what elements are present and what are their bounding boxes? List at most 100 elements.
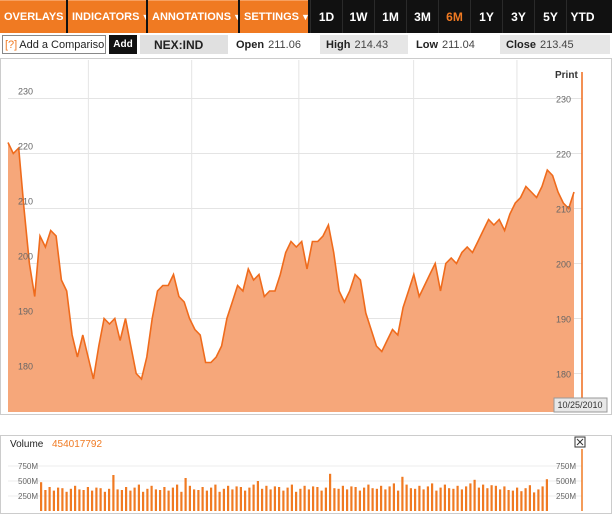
volume-bar (103, 491, 106, 511)
volume-bar (499, 489, 502, 511)
volume-bar (324, 487, 327, 511)
volume-bar (227, 485, 230, 511)
volume-bar (477, 487, 480, 511)
volume-bar (507, 490, 510, 511)
range-3y-button[interactable]: 3Y (502, 0, 534, 33)
volume-bar (273, 486, 276, 511)
volume-bar (405, 484, 408, 511)
help-icon[interactable]: [?] (5, 38, 18, 51)
menu-annotations-button[interactable]: ANNOTATIONS▼ (148, 0, 238, 33)
volume-bar (154, 489, 157, 511)
y-tick-label-left: 220 (18, 142, 33, 152)
range-1d-button[interactable]: 1D (310, 0, 342, 33)
price-chart[interactable]: 180180190190200200210210220220230230JUNJ… (0, 58, 612, 416)
y-tick-label-right: 210 (556, 205, 571, 215)
high-label: High (326, 38, 351, 51)
menu-label: ANNOTATIONS (152, 11, 232, 23)
volume-bar (346, 489, 349, 511)
volume-bar (295, 491, 298, 511)
low-label: Low (416, 38, 438, 51)
menu-overlays-button[interactable]: OVERLAYS▼ (0, 0, 66, 33)
volume-bar (426, 486, 429, 511)
volume-bar (214, 484, 217, 511)
print-button[interactable]: Print (555, 70, 578, 81)
volume-tick-right: 250M (556, 492, 576, 501)
volume-bar (248, 487, 251, 511)
volume-bar (282, 490, 285, 511)
volume-bar (193, 489, 196, 511)
volume-bar (414, 488, 417, 511)
volume-bar (465, 486, 468, 511)
volume-bar (180, 491, 183, 511)
volume-bar (133, 487, 136, 511)
volume-bar (312, 486, 315, 511)
volume-chart[interactable]: Volume 454017792 250M 250M 500M 500M 750M 750M (0, 435, 612, 514)
volume-bar (116, 489, 119, 511)
volume-bar (452, 488, 455, 511)
close-icon-stroke (576, 438, 584, 446)
volume-bar (69, 488, 72, 511)
volume-label: Volume (10, 439, 44, 450)
range-1w-button[interactable]: 1W (342, 0, 374, 33)
add-comparison-label: Add a Comparison (19, 38, 106, 51)
price-line (7, 142, 575, 381)
range-6m-button[interactable]: 6M (438, 0, 470, 33)
volume-bar (524, 488, 527, 511)
volume-bar (409, 488, 412, 511)
range-5y-button[interactable]: 5Y (534, 0, 566, 33)
close-label: Close (506, 38, 536, 51)
volume-bar (469, 483, 472, 511)
volume-bar (431, 483, 434, 511)
range-3m-button[interactable]: 3M (406, 0, 438, 33)
volume-bar (329, 473, 332, 511)
add-comparison-input[interactable]: [?] Add a Comparison (2, 35, 106, 54)
volume-bar (99, 488, 102, 511)
volume-bar (516, 487, 519, 511)
y-tick-label-right: 220 (556, 150, 571, 160)
menu-indicators-button[interactable]: INDICATORS▼ (68, 0, 146, 33)
menu-label: OVERLAYS (4, 11, 64, 23)
volume-bar (142, 491, 145, 511)
y-tick-label-right: 230 (556, 95, 571, 105)
close-stat: Close 213.45 (500, 35, 610, 54)
volume-bar (150, 485, 153, 511)
volume-bar (384, 489, 387, 511)
volume-bar (286, 487, 289, 511)
range-1m-button[interactable]: 1M (374, 0, 406, 33)
volume-bar (244, 490, 247, 511)
volume-tick-left: 750M (18, 462, 38, 471)
volume-bar (528, 485, 531, 511)
volume-bar (57, 487, 60, 511)
volume-bar (137, 484, 140, 511)
close-value: 213.45 (539, 38, 574, 51)
volume-bar (235, 486, 238, 511)
ticker-symbol: NEX:IND (140, 35, 228, 54)
volume-bar (397, 490, 400, 511)
volume-bar (201, 487, 204, 511)
menu-settings-button[interactable]: SETTINGS▼ (240, 0, 308, 33)
y-tick-label-left: 190 (18, 307, 33, 317)
volume-bar (460, 489, 463, 511)
volume-bar (537, 489, 540, 511)
volume-bar (375, 488, 378, 511)
range-ytd-button[interactable]: YTD (566, 0, 598, 33)
add-comparison-button[interactable]: Add (109, 35, 137, 54)
volume-bar (82, 490, 85, 511)
volume-bar (261, 488, 264, 511)
volume-bar (533, 492, 536, 511)
volume-bar (541, 486, 544, 511)
y-tick-label-left: 200 (18, 252, 33, 262)
volume-bar (167, 490, 170, 511)
volume-bar (163, 487, 166, 511)
y-tick-label-right: 180 (556, 370, 571, 380)
volume-bar (439, 487, 442, 511)
volume-bar (188, 485, 191, 511)
range-1y-button[interactable]: 1Y (470, 0, 502, 33)
volume-bar (108, 488, 111, 511)
volume-bar (354, 487, 357, 511)
volume-bar (333, 488, 336, 511)
volume-bar (358, 490, 361, 511)
chart-toolbar: OVERLAYS▼INDICATORS▼ANNOTATIONS▼SETTINGS… (0, 0, 612, 33)
volume-bar (486, 488, 489, 511)
volume-bar (490, 485, 493, 511)
